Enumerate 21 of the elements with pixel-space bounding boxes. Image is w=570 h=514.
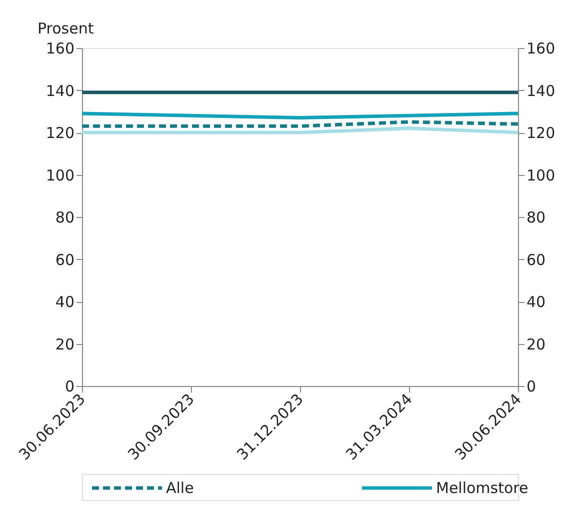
y-tick-label: 20 xyxy=(55,335,74,354)
y2-tick-label: 20 xyxy=(526,335,546,354)
y-tick-label: 120 xyxy=(46,124,74,142)
y-axis-title: Prosent xyxy=(38,20,94,38)
y2-tick-label: 140 xyxy=(526,82,556,100)
y2-tick-label: 100 xyxy=(526,166,556,184)
y-tick-label: 100 xyxy=(46,166,74,184)
y-tick-label: 140 xyxy=(46,82,74,100)
y-tick-label: 80 xyxy=(55,208,74,226)
y2-tick-label: 40 xyxy=(526,293,546,311)
y2-tick-label: 160 xyxy=(526,40,556,58)
y-tick-label: 40 xyxy=(55,293,74,311)
y2-tick-label: 120 xyxy=(526,124,556,142)
y2-tick-label: 80 xyxy=(526,208,546,226)
legend-label: Mellomstore xyxy=(436,479,528,497)
legend-label: Alle xyxy=(166,479,194,497)
y2-tick-label: 0 xyxy=(526,378,536,396)
y2-tick-label: 60 xyxy=(526,250,546,269)
y-tick-label: 160 xyxy=(46,40,74,58)
y-tick-label: 0 xyxy=(64,378,74,396)
y-tick-label: 60 xyxy=(55,250,74,269)
